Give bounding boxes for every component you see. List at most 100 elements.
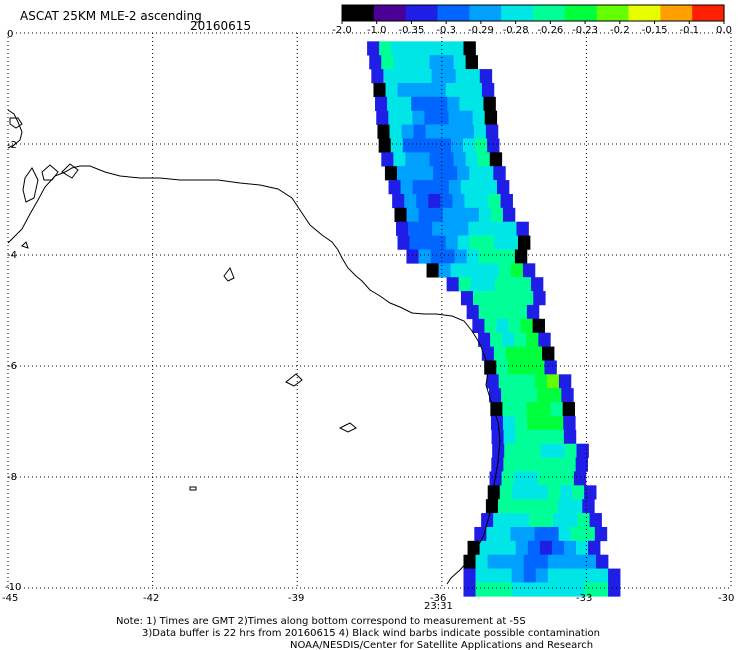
colorbar-label-0: -2.0 bbox=[332, 25, 352, 36]
swath-cell bbox=[421, 235, 434, 250]
swath-cell bbox=[468, 221, 481, 236]
swath-cell bbox=[502, 304, 516, 320]
swath-cell bbox=[464, 193, 477, 209]
swath-cell bbox=[463, 554, 476, 569]
swath-cell bbox=[473, 291, 486, 306]
swath-cell bbox=[508, 318, 521, 333]
swath-cell bbox=[521, 291, 534, 306]
swath-cell bbox=[475, 554, 488, 569]
swath-cell bbox=[407, 69, 420, 84]
swath-cell bbox=[518, 235, 531, 250]
swath-cell bbox=[460, 180, 474, 195]
swath-cell bbox=[534, 499, 547, 514]
swath-cell bbox=[448, 110, 461, 125]
swath-cell bbox=[550, 402, 563, 417]
swath-cell bbox=[511, 554, 525, 569]
swath-cell bbox=[532, 318, 545, 333]
swath-cell bbox=[481, 166, 494, 181]
swath-cell bbox=[539, 415, 552, 431]
swath-cell bbox=[416, 193, 429, 209]
swath-cell bbox=[570, 526, 584, 542]
swath-cell bbox=[493, 235, 507, 250]
lon-label-36: -36 bbox=[430, 593, 446, 604]
swath-cell bbox=[381, 152, 394, 167]
swath-cell bbox=[424, 110, 437, 125]
swath-cell bbox=[371, 69, 384, 84]
swath-cell bbox=[490, 304, 504, 320]
swath-cell bbox=[499, 485, 513, 500]
swath-cell bbox=[498, 263, 512, 278]
colorbar-label-11: 0.0 bbox=[716, 25, 732, 36]
swath-cell bbox=[511, 568, 525, 583]
swath-cell bbox=[530, 277, 544, 292]
swath-cell bbox=[470, 277, 484, 292]
colorbar-swatch-1 bbox=[373, 5, 407, 21]
swath-cell bbox=[379, 41, 392, 56]
swath-cell bbox=[409, 82, 422, 98]
swath-cell bbox=[427, 41, 440, 56]
swath-cell bbox=[463, 568, 476, 583]
swath-cell bbox=[504, 443, 517, 458]
swath-cell bbox=[397, 82, 410, 98]
swath-cell bbox=[583, 582, 597, 597]
swath-cell bbox=[430, 207, 443, 222]
swath-cell bbox=[450, 138, 464, 153]
note-line-3: NOAA/NESDIS/Center for Satellite Applica… bbox=[290, 640, 593, 650]
swath-cell bbox=[571, 568, 585, 583]
swath-cell bbox=[540, 443, 553, 458]
swath-cell bbox=[535, 485, 549, 500]
swath-cell bbox=[445, 82, 459, 98]
lon-label-39: -39 bbox=[288, 593, 304, 604]
colorbar-swatch-9 bbox=[628, 5, 661, 21]
swath-cell bbox=[504, 221, 517, 236]
swath-cell bbox=[527, 429, 541, 444]
swath-cell bbox=[436, 180, 450, 195]
swath-cell bbox=[546, 499, 559, 514]
swath-cell bbox=[475, 138, 488, 153]
swath-cell bbox=[583, 568, 597, 583]
swath-cell bbox=[373, 82, 386, 98]
swath-cell bbox=[527, 415, 540, 431]
swath-cell bbox=[532, 360, 545, 375]
swath-cell bbox=[562, 402, 576, 417]
swath-cell bbox=[423, 96, 436, 111]
swath-cell bbox=[420, 221, 433, 236]
swath-cell bbox=[596, 568, 609, 583]
swath-cell bbox=[486, 526, 499, 542]
swath-cell bbox=[514, 249, 528, 264]
swath-cell bbox=[409, 235, 422, 250]
swath-cell bbox=[484, 180, 498, 195]
swath-cell bbox=[505, 235, 519, 250]
swath-cell bbox=[572, 485, 585, 500]
swath-cell bbox=[474, 526, 487, 542]
swath-cell bbox=[466, 207, 480, 222]
swath-cell bbox=[397, 235, 410, 250]
swath-cell bbox=[484, 360, 497, 375]
swath-cell bbox=[527, 540, 541, 556]
swath-cell bbox=[608, 582, 621, 597]
swath-cell bbox=[563, 457, 576, 472]
swath-cell bbox=[547, 554, 561, 569]
swath-cell bbox=[479, 69, 493, 84]
lat-label-0: 0 bbox=[7, 29, 13, 40]
swath-cell bbox=[465, 55, 478, 70]
swath-cell bbox=[467, 69, 481, 84]
swath-cell bbox=[489, 388, 502, 403]
swath-cell bbox=[496, 180, 510, 195]
swath-cell bbox=[510, 526, 523, 542]
swath-cell bbox=[448, 180, 462, 195]
swath-cell bbox=[392, 193, 405, 209]
swath-cell bbox=[552, 443, 565, 458]
swath-cell bbox=[503, 457, 516, 472]
swath-cell bbox=[442, 249, 455, 264]
swath-cell bbox=[481, 82, 495, 98]
swath-cell bbox=[449, 124, 463, 139]
swath-cell bbox=[527, 457, 540, 472]
colorbar-swatch-11 bbox=[692, 5, 725, 21]
lat-label-2: -2 bbox=[7, 140, 17, 151]
colorbar-swatches bbox=[342, 5, 725, 21]
swath-cell bbox=[551, 429, 565, 444]
swath-cell bbox=[424, 180, 438, 195]
swath-cell bbox=[395, 69, 408, 84]
swath-cell bbox=[417, 152, 430, 167]
